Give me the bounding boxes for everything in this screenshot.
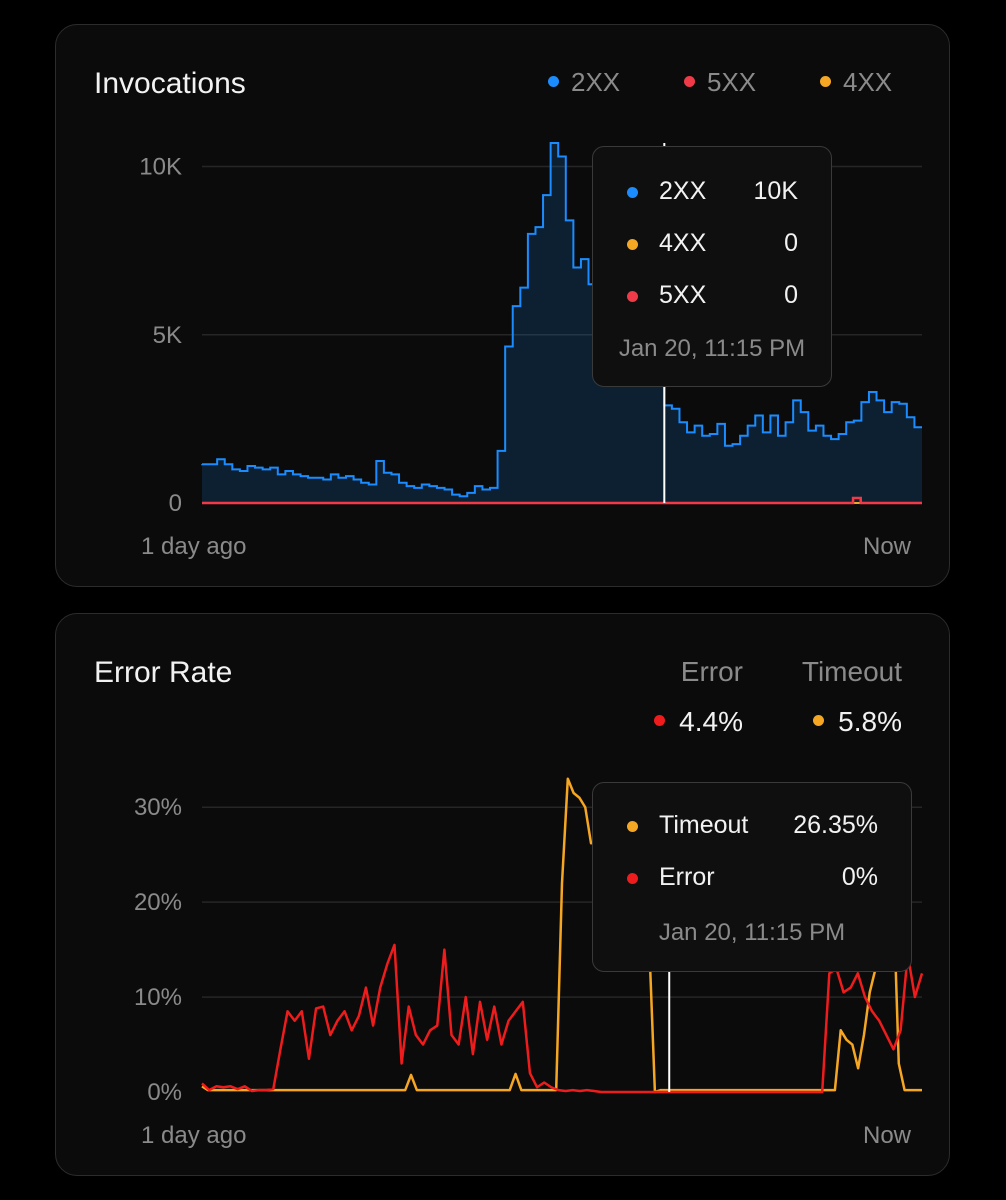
- tooltip-4xx-value: 0: [784, 229, 798, 257]
- tooltip-row-5xx: 5XX 0: [593, 281, 831, 311]
- summary-error-value: 4.4%: [679, 706, 743, 737]
- legend-2xx-dot: [548, 75, 559, 87]
- tooltip-2xx-value: 10K: [753, 177, 798, 205]
- error-rate-x-end-label: Now: [863, 1122, 912, 1149]
- summary-timeout-dot: [813, 715, 825, 727]
- summary-error-dot: [654, 715, 666, 727]
- invocations-title: Invocations: [94, 67, 246, 100]
- tooltip-row-4xx: 4XX 0: [593, 229, 831, 259]
- invocations-y-tick-1: 5K: [153, 322, 182, 349]
- invocations-y-tick-2: 10K: [139, 154, 182, 181]
- summary-error-name: Error: [680, 656, 743, 687]
- error-rate-y-tick-0: 0%: [147, 1079, 182, 1106]
- tooltip-4xx-name: 4XX: [659, 229, 707, 257]
- tooltip-error-value: 0%: [841, 863, 878, 891]
- invocations-x-start-label: 1 day ago: [141, 533, 247, 560]
- error-rate-y-tick-1: 10%: [134, 984, 182, 1011]
- tooltip-2xx-name: 2XX: [659, 177, 707, 205]
- error-rate-card: Error Rate Error Timeout 4.4% 5.8% 0% 10%…: [55, 613, 950, 1176]
- error-rate-tooltip: Timeout 26.35% Error 0% Jan 20, 11:15 PM: [592, 782, 912, 972]
- summary-timeout-value: 5.8%: [838, 706, 902, 737]
- tooltip-timeout-value: 26.35%: [793, 811, 878, 839]
- tooltip-5xx-dot: [627, 291, 638, 302]
- legend-4xx-dot: [820, 75, 831, 87]
- tooltip-timeout-name: Timeout: [659, 811, 749, 839]
- invocations-y-tick-0: 0: [169, 490, 182, 517]
- series-5xx-line: [202, 496, 922, 505]
- error-rate-x-start-label: 1 day ago: [141, 1122, 247, 1149]
- invocations-tooltip-date: Jan 20, 11:15 PM: [618, 335, 806, 362]
- tooltip-row-timeout: Timeout 26.35%: [593, 811, 911, 841]
- tooltip-5xx-name: 5XX: [659, 281, 707, 309]
- tooltip-row-error: Error 0%: [593, 863, 911, 893]
- error-rate-y-tick-2: 20%: [134, 889, 182, 916]
- error-rate-title: Error Rate: [94, 656, 233, 689]
- summary-timeout-name: Timeout: [801, 656, 902, 687]
- invocations-card: Invocations 2XX 5XX 4XX 0 5K 10K 1 day ago…: [55, 24, 950, 587]
- tooltip-4xx-dot: [627, 239, 638, 250]
- series-timeout-line: [201, 777, 922, 1094]
- error-rate-y-tick-3: 30%: [134, 794, 182, 821]
- legend-4xx[interactable]: 4XX: [820, 67, 892, 98]
- legend-2xx[interactable]: 2XX: [548, 67, 620, 98]
- legend-5xx-dot: [684, 75, 695, 87]
- tooltip-timeout-dot: [627, 821, 638, 832]
- legend-5xx-label: 5XX: [707, 67, 757, 97]
- tooltip-error-name: Error: [659, 863, 715, 891]
- invocations-tooltip: 2XX 10K 4XX 0 5XX 0 Jan 20, 11:15 PM: [592, 146, 832, 387]
- summary-timeout: 5.8%: [813, 706, 902, 738]
- error-rate-tooltip-date: Jan 20, 11:15 PM: [658, 919, 846, 946]
- legend-4xx-label: 4XX: [843, 67, 893, 97]
- tooltip-error-dot: [627, 873, 638, 884]
- legend-2xx-label: 2XX: [571, 67, 621, 97]
- series-2xx-area: [202, 143, 922, 503]
- tooltip-5xx-value: 0: [784, 281, 798, 309]
- summary-error: 4.4%: [654, 706, 743, 738]
- series-error-line: [201, 943, 924, 1094]
- invocations-x-end-label: Now: [863, 533, 912, 560]
- legend-5xx[interactable]: 5XX: [684, 67, 756, 98]
- tooltip-2xx-dot: [627, 187, 638, 198]
- series-2xx-line: [201, 142, 922, 498]
- tooltip-row-2xx: 2XX 10K: [593, 177, 831, 207]
